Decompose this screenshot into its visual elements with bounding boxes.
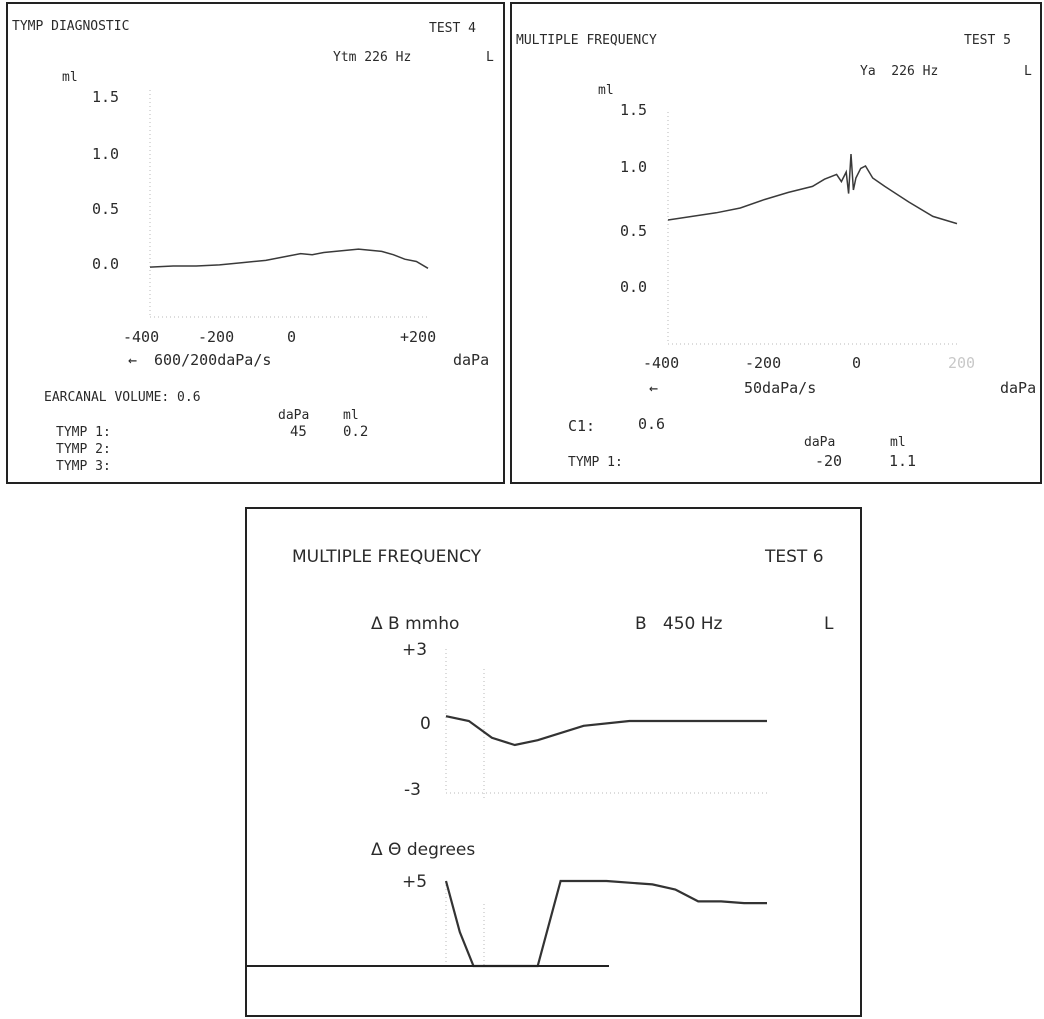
tympanogram-trace — [149, 248, 429, 269]
y-tick-label: 0.5 — [92, 200, 120, 218]
b-trace — [445, 715, 767, 747]
x-tick-label: 0 — [852, 354, 862, 372]
ear-indicator: L — [1024, 64, 1032, 79]
y-axis-unit: ml — [598, 83, 614, 98]
x-tick-label: +200 — [400, 328, 437, 346]
y-tick-label: 1.5 — [92, 88, 120, 106]
sweep-rate: 50daPa/s — [744, 379, 817, 397]
c1-value: 0.6 — [638, 415, 666, 433]
panel-title: MULTIPLE FREQUENCY — [516, 33, 657, 48]
y-tick-label: 0.0 — [92, 255, 120, 273]
y-tick-label: 0 — [420, 714, 431, 734]
theta-trace — [444, 879, 767, 968]
probe-frequency: Ya 226 Hz — [860, 64, 939, 79]
test5-panel: MULTIPLE FREQUENCY TEST 5 Ya 226 Hz L ml… — [510, 2, 1042, 484]
probe-frequency: B 450 Hz — [635, 614, 723, 634]
test6-plot — [247, 649, 767, 968]
y-tick-label: 1.5 — [620, 101, 648, 119]
test6-panel: MULTIPLE FREQUENCY TEST 6 Δ B mmho B 450… — [245, 507, 862, 1017]
x-tick-label: -400 — [123, 328, 160, 346]
test5-plot — [667, 112, 958, 345]
y-tick-label: 1.0 — [620, 158, 648, 176]
tymp1-compliance: 1.1 — [889, 452, 917, 470]
ear-indicator: L — [486, 50, 494, 65]
x-tick-label: 200 — [948, 354, 976, 372]
theta-axis-label: Δ Θ degrees — [371, 840, 476, 860]
y-tick-label: +5 — [402, 872, 428, 892]
y-tick-label: 0.0 — [620, 278, 648, 296]
ear-indicator: L — [824, 614, 834, 634]
test-number: TEST 6 — [765, 547, 824, 567]
test-number: TEST 5 — [964, 33, 1011, 48]
tymp1-label: TYMP 1: — [568, 455, 623, 470]
probe-frequency: Ytm 226 Hz — [333, 50, 412, 65]
tymp2-label: TYMP 2: — [56, 442, 111, 457]
y-tick-label: 0.5 — [620, 222, 648, 240]
y-axis-unit: ml — [62, 70, 78, 85]
column-header-ml: ml — [890, 435, 906, 450]
tympanogram-trace — [667, 153, 958, 225]
tymp1-pressure: -20 — [815, 452, 843, 470]
x-axis-unit: daPa — [453, 351, 490, 369]
tymp3-label: TYMP 3: — [56, 459, 111, 474]
c1-label: C1: — [568, 417, 596, 435]
x-tick-label: -200 — [745, 354, 782, 372]
y-tick-label: 1.0 — [92, 145, 120, 163]
left-arrow-icon: ← — [128, 351, 138, 369]
panel-title: MULTIPLE FREQUENCY — [292, 547, 482, 567]
y-tick-label: -3 — [404, 780, 421, 800]
test4-panel: TYMP DIAGNOSTIC TEST 4 Ytm 226 Hz L ml 1… — [6, 2, 505, 484]
b-axis-label: Δ B mmho — [371, 614, 460, 634]
y-tick-label: +3 — [402, 640, 428, 660]
test-number: TEST 4 — [429, 21, 476, 36]
earcanal-volume: EARCANAL VOLUME: 0.6 — [44, 390, 201, 405]
column-header-ml: ml — [343, 408, 359, 423]
test4-plot — [149, 90, 429, 318]
sweep-rate: 600/200daPa/s — [154, 351, 272, 369]
column-header-dapa: daPa — [804, 435, 836, 450]
x-tick-label: -400 — [643, 354, 680, 372]
x-axis-unit: daPa — [1000, 379, 1037, 397]
panel-title: TYMP DIAGNOSTIC — [12, 19, 130, 34]
tymp1-compliance: 0.2 — [343, 424, 369, 440]
x-tick-label: -200 — [198, 328, 235, 346]
tymp1-label: TYMP 1: — [56, 425, 111, 440]
x-tick-label: 0 — [287, 328, 297, 346]
tymp1-pressure: 45 — [290, 424, 307, 440]
left-arrow-icon: ← — [649, 379, 659, 397]
column-header-dapa: daPa — [278, 408, 310, 423]
